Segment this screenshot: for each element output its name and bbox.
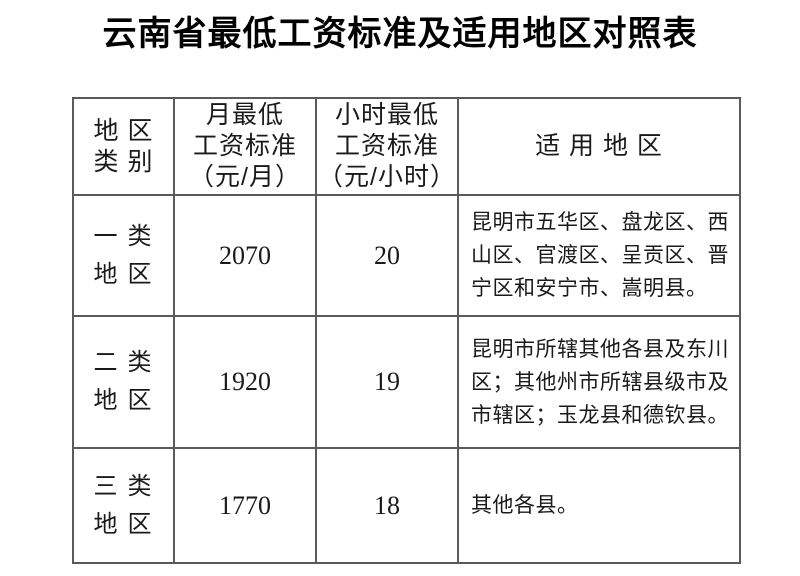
cell-region-category: 三 类 地 区 <box>72 447 175 564</box>
header-line: （元/月） <box>189 163 301 191</box>
cell-region-category: 二 类 地 区 <box>72 315 175 449</box>
category-line: 地 区 <box>93 388 154 414</box>
cell-hourly-wage: 18 <box>315 447 459 564</box>
cell-applicable-regions: 昆明市五华区、盘龙区、西山区、官渡区、呈贡区、晋宁区和安宁市、嵩明县。 <box>457 194 741 317</box>
table-header-row: 地 区 类 别 月最低 工资标准 （元/月） 小时最低 工资标准 （元/小时） … <box>72 97 741 196</box>
header-applicable-regions: 适 用 地 区 <box>457 97 741 196</box>
table-row-class-1: 一 类 地 区 2070 20 昆明市五华区、盘龙区、西山区、官渡区、呈贡区、晋… <box>72 194 741 317</box>
table-row-class-3: 三 类 地 区 1770 18 其他各县。 <box>72 447 741 564</box>
header-monthly-minimum-wage: 月最低 工资标准 （元/月） <box>173 97 317 196</box>
minimum-wage-table: 地 区 类 别 月最低 工资标准 （元/月） 小时最低 工资标准 （元/小时） … <box>72 97 741 564</box>
category-line: 一 类 <box>93 223 154 250</box>
cell-region-category: 一 类 地 区 <box>72 194 175 317</box>
cell-hourly-wage: 20 <box>315 194 459 317</box>
header-line: 小时最低 <box>334 101 439 129</box>
cell-monthly-wage: 1770 <box>173 447 317 564</box>
cell-hourly-wage: 19 <box>315 315 459 449</box>
cell-monthly-wage: 2070 <box>173 194 317 317</box>
cell-applicable-regions: 昆明市所辖其他各县及东川区；其他州市所辖县级市及市辖区；玉龙县和德钦县。 <box>457 315 741 449</box>
header-line: 类 别 <box>93 147 154 176</box>
header-line: 月最低 <box>205 101 284 129</box>
header-line: 地 区 <box>93 116 154 145</box>
header-line: 工资标准 <box>192 132 297 160</box>
page-title: 云南省最低工资标准及适用地区对照表 <box>102 16 698 53</box>
category-line: 三 类 <box>93 473 154 500</box>
cell-monthly-wage: 1920 <box>173 315 317 449</box>
header-hourly-minimum-wage: 小时最低 工资标准 （元/小时） <box>315 97 459 196</box>
document-page: 云南省最低工资标准及适用地区对照表 地 区 类 别 月最低 工资标准 （元/月）… <box>0 12 800 576</box>
category-line: 地 区 <box>93 511 154 538</box>
header-region-category: 地 区 类 别 <box>72 97 175 196</box>
cell-applicable-regions: 其他各县。 <box>457 447 741 564</box>
table-row-class-2: 二 类 地 区 1920 19 昆明市所辖其他各县及东川区；其他州市所辖县级市及… <box>72 315 741 449</box>
category-line: 地 区 <box>93 261 154 288</box>
header-line: 工资标准 <box>334 132 439 160</box>
header-line: 适 用 地 区 <box>535 132 663 160</box>
header-line: （元/小时） <box>318 163 456 191</box>
category-line: 二 类 <box>93 350 154 376</box>
